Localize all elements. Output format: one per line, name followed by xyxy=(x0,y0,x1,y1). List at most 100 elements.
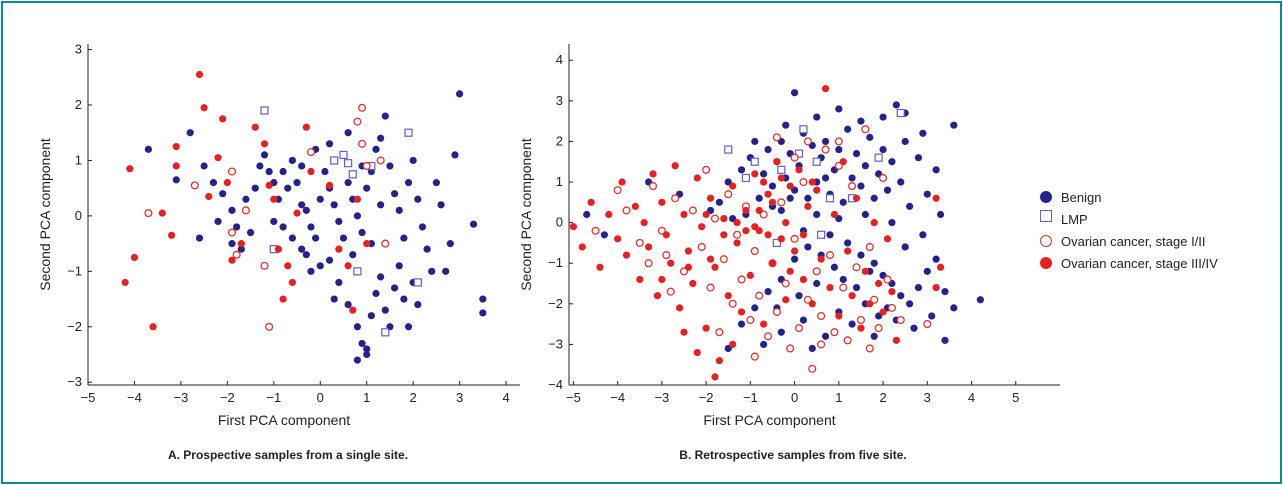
x-tick-label: −2 xyxy=(220,390,235,405)
point-ovarian-cancer-stage-iii-iv xyxy=(228,256,236,264)
point-ovarian-cancer-stage-iii-iv xyxy=(839,158,847,166)
point-ovarian-cancer-stage-i-ii xyxy=(144,209,153,218)
point-benign xyxy=(298,201,306,209)
point-ovarian-cancer-stage-iii-iv xyxy=(711,263,719,271)
point-benign xyxy=(888,219,896,227)
point-ovarian-cancer-stage-iii-iv xyxy=(279,295,287,303)
point-ovarian-cancer-stage-iii-iv xyxy=(760,320,768,328)
point-benign xyxy=(799,316,808,324)
point-benign xyxy=(870,332,878,340)
point-ovarian-cancer-stage-iii-iv xyxy=(219,115,227,123)
point-ovarian-cancer-stage-iii-iv xyxy=(870,219,878,227)
point-ovarian-cancer-stage-i-ii xyxy=(759,210,768,219)
point-benign xyxy=(835,105,843,113)
y-tick-label: 1 xyxy=(556,174,563,189)
point-ovarian-cancer-stage-iii-iv xyxy=(631,202,639,210)
point-ovarian-cancer-stage-iii-iv xyxy=(751,170,759,178)
point-ovarian-cancer-stage-i-ii xyxy=(265,322,274,331)
point-ovarian-cancer-stage-iii-iv xyxy=(172,162,180,170)
point-ovarian-cancer-stage-iii-iv xyxy=(702,324,710,332)
y-tick-label: −2 xyxy=(67,319,82,334)
x-tick-label: −5 xyxy=(81,390,96,405)
point-benign xyxy=(857,117,865,125)
point-ovarian-cancer-stage-i-ii xyxy=(227,228,237,237)
point-benign xyxy=(790,255,799,263)
point-ovarian-cancer-stage-iii-iv xyxy=(777,235,785,243)
point-benign xyxy=(879,113,887,121)
point-benign xyxy=(919,129,927,137)
point-ovarian-cancer-stage-i-ii xyxy=(306,148,316,157)
point-benign xyxy=(932,166,940,174)
point-ovarian-cancer-stage-i-ii xyxy=(812,267,821,276)
point-benign xyxy=(879,145,887,154)
point-ovarian-cancer-stage-iii-iv xyxy=(764,190,772,198)
point-benign xyxy=(242,195,250,203)
y-tick-label: 4 xyxy=(556,52,563,67)
point-benign xyxy=(844,239,852,247)
point-ovarian-cancer-stage-iii-iv xyxy=(932,194,940,202)
point-benign xyxy=(390,284,399,292)
point-ovarian-cancer-stage-iii-iv xyxy=(605,210,613,219)
point-ovarian-cancer-stage-i-ii xyxy=(834,161,843,170)
point-benign xyxy=(821,332,830,340)
point-ovarian-cancer-stage-iii-iv xyxy=(715,357,723,365)
point-ovarian-cancer-stage-i-ii xyxy=(865,344,874,353)
point-lmp xyxy=(741,173,751,183)
point-ovarian-cancer-stage-iii-iv xyxy=(835,312,843,320)
point-ovarian-cancer-stage-iii-iv xyxy=(932,283,940,292)
point-ovarian-cancer-stage-iii-iv xyxy=(888,288,896,296)
point-ovarian-cancer-stage-i-ii xyxy=(870,295,879,304)
point-ovarian-cancer-stage-i-ii xyxy=(715,328,724,337)
y-tick-label: 2 xyxy=(556,133,563,148)
point-ovarian-cancer-stage-i-ii xyxy=(702,165,711,174)
point-ovarian-cancer-stage-i-ii xyxy=(710,214,720,223)
point-ovarian-cancer-stage-iii-iv xyxy=(195,70,204,79)
point-ovarian-cancer-stage-i-ii xyxy=(719,255,728,264)
point-ovarian-cancer-stage-iii-iv xyxy=(720,231,728,239)
point-benign xyxy=(339,234,348,242)
point-ovarian-cancer-stage-i-ii xyxy=(697,242,706,252)
point-ovarian-cancer-stage-iii-iv xyxy=(251,123,259,131)
point-benign xyxy=(307,223,315,231)
point-benign xyxy=(852,150,861,158)
point-benign xyxy=(233,223,241,231)
point-ovarian-cancer-stage-iii-iv xyxy=(671,162,679,170)
point-ovarian-cancer-stage-iii-iv xyxy=(782,219,790,227)
point-benign xyxy=(325,256,334,264)
point-ovarian-cancer-stage-i-ii xyxy=(786,344,795,353)
point-benign xyxy=(414,195,422,203)
point-ovarian-cancer-stage-iii-iv xyxy=(578,243,586,251)
point-benign xyxy=(950,304,958,312)
point-ovarian-cancer-stage-iii-iv xyxy=(270,195,278,203)
point-ovarian-cancer-stage-i-ii xyxy=(772,133,781,142)
x-axis-title: First PCA component xyxy=(218,412,350,428)
point-benign xyxy=(372,145,380,153)
point-ovarian-cancer-stage-iii-iv xyxy=(795,166,803,174)
scatter-panel-a: −5 −4 −3 −2 −1 0 1 2 3 4 −3 −2 −1 0 1 2 3 First PCA compo… xyxy=(37,42,520,428)
point-ovarian-cancer-stage-i-ii xyxy=(799,177,808,187)
legend: Benign LMP Ovarian cancer, stage I/II Ov… xyxy=(1040,186,1218,274)
legend-item-stage-1-2: Ovarian cancer, stage I/II xyxy=(1040,230,1218,252)
point-benign xyxy=(857,182,865,190)
point-ovarian-cancer-stage-i-ii xyxy=(728,299,737,308)
y-tick-label: −3 xyxy=(67,374,82,389)
point-ovarian-cancer-stage-iii-iv xyxy=(675,304,684,312)
point-ovarian-cancer-stage-i-ii xyxy=(852,263,861,272)
point-benign xyxy=(395,262,403,270)
point-ovarian-cancer-stage-iii-iv xyxy=(172,142,180,151)
point-benign xyxy=(409,156,417,165)
point-lmp xyxy=(896,108,905,118)
point-benign xyxy=(821,137,830,146)
point-ovarian-cancer-stage-i-ii xyxy=(887,303,896,312)
x-tick-label: −4 xyxy=(610,390,625,405)
point-ovarian-cancer-stage-iii-iv xyxy=(214,154,222,162)
point-ovarian-cancer-stage-iii-iv xyxy=(640,219,648,227)
point-benign xyxy=(914,283,923,292)
point-ovarian-cancer-stage-i-ii xyxy=(750,352,759,361)
point-ovarian-cancer-stage-i-ii xyxy=(679,267,689,276)
point-benign xyxy=(316,195,324,203)
point-benign xyxy=(344,179,352,187)
point-benign xyxy=(321,167,329,176)
legend-label-benign: Benign xyxy=(1061,189,1102,205)
y-tick-label: 0 xyxy=(75,208,82,223)
